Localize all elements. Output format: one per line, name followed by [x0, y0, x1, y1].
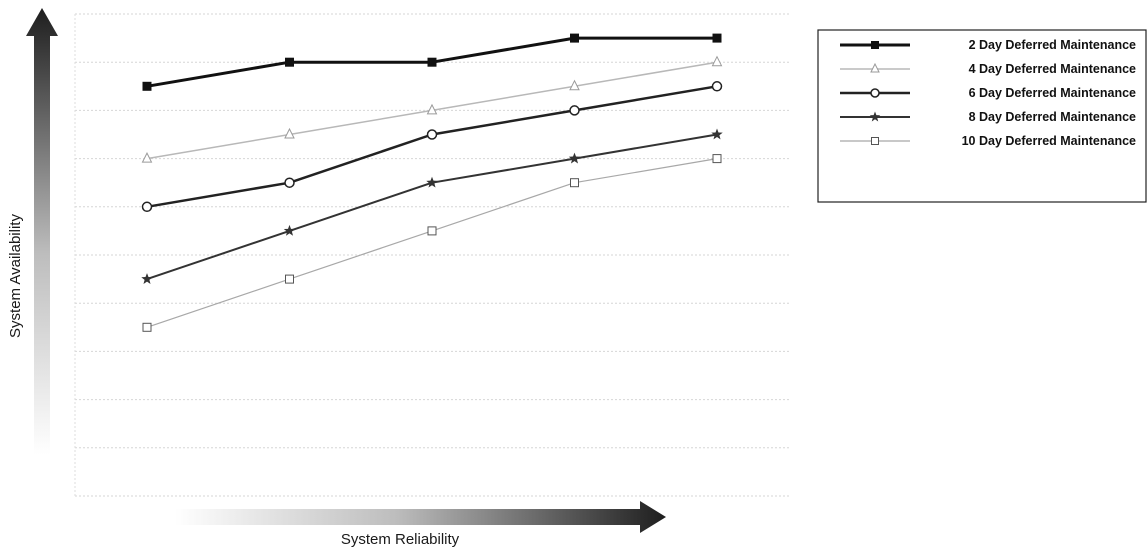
- data-point-triangle: [141, 151, 153, 163]
- x-axis-title: System Reliability: [341, 531, 460, 548]
- legend: 2 Day Deferred Maintenance 4 Day Deferred…: [817, 29, 1147, 203]
- data-point-square: [570, 178, 579, 188]
- legend-item: 8 Day Deferred Maintenance: [840, 110, 1136, 124]
- legend-label: 6 Day Deferred Maintenance: [969, 86, 1136, 100]
- data-point-square: [427, 57, 437, 67]
- legend-label: 2 Day Deferred Maintenance: [969, 38, 1136, 52]
- legend-item: 2 Day Deferred Maintenance: [840, 38, 1136, 52]
- data-point-square: [871, 137, 879, 145]
- legend-label: 4 Day Deferred Maintenance: [969, 62, 1136, 76]
- y-axis-title: System Availability: [7, 214, 24, 338]
- data-point-circle: [870, 88, 880, 98]
- data-point-triangle: [870, 62, 880, 73]
- series-3: [141, 81, 723, 213]
- legend-label: 10 Day Deferred Maintenance: [962, 134, 1136, 148]
- data-point-square: [285, 274, 294, 284]
- data-point-triangle: [711, 55, 723, 67]
- data-point-circle: [284, 177, 295, 188]
- series-5: [142, 154, 722, 332]
- legend-item: 10 Day Deferred Maintenance: [840, 134, 1136, 148]
- data-point-square: [427, 226, 437, 236]
- data-point-star: [568, 152, 581, 164]
- data-point-square: [142, 81, 152, 91]
- legend-item: 6 Day Deferred Maintenance: [840, 86, 1136, 100]
- data-point-circle: [426, 129, 438, 140]
- series-layer: [141, 33, 723, 332]
- data-point-star: [869, 111, 881, 122]
- data-point-square: [712, 154, 722, 164]
- data-point-triangle: [426, 103, 438, 115]
- y-axis-arrow: [26, 8, 58, 455]
- legend-items: 2 Day Deferred Maintenance 4 Day Deferred…: [840, 38, 1136, 148]
- data-point-square: [285, 57, 294, 67]
- legend-item: 4 Day Deferred Maintenance: [840, 62, 1136, 76]
- data-point-circle: [141, 201, 153, 213]
- data-point-circle: [711, 81, 723, 92]
- data-point-square: [871, 41, 879, 49]
- data-point-star: [426, 176, 438, 188]
- data-point-star: [711, 128, 723, 140]
- series-2: [141, 55, 723, 163]
- legend-label: 8 Day Deferred Maintenance: [969, 110, 1136, 124]
- series-4: [141, 128, 723, 284]
- data-point-circle: [569, 105, 580, 116]
- data-point-square: [142, 322, 152, 332]
- data-point-square: [712, 33, 722, 43]
- series-1: [142, 33, 722, 91]
- x-axis-arrow: [175, 501, 666, 533]
- gridlines: [74, 13, 790, 497]
- data-point-triangle: [284, 127, 295, 139]
- data-point-square: [570, 33, 579, 43]
- data-point-star: [283, 224, 296, 236]
- data-point-star: [141, 273, 153, 284]
- data-point-triangle: [569, 79, 580, 91]
